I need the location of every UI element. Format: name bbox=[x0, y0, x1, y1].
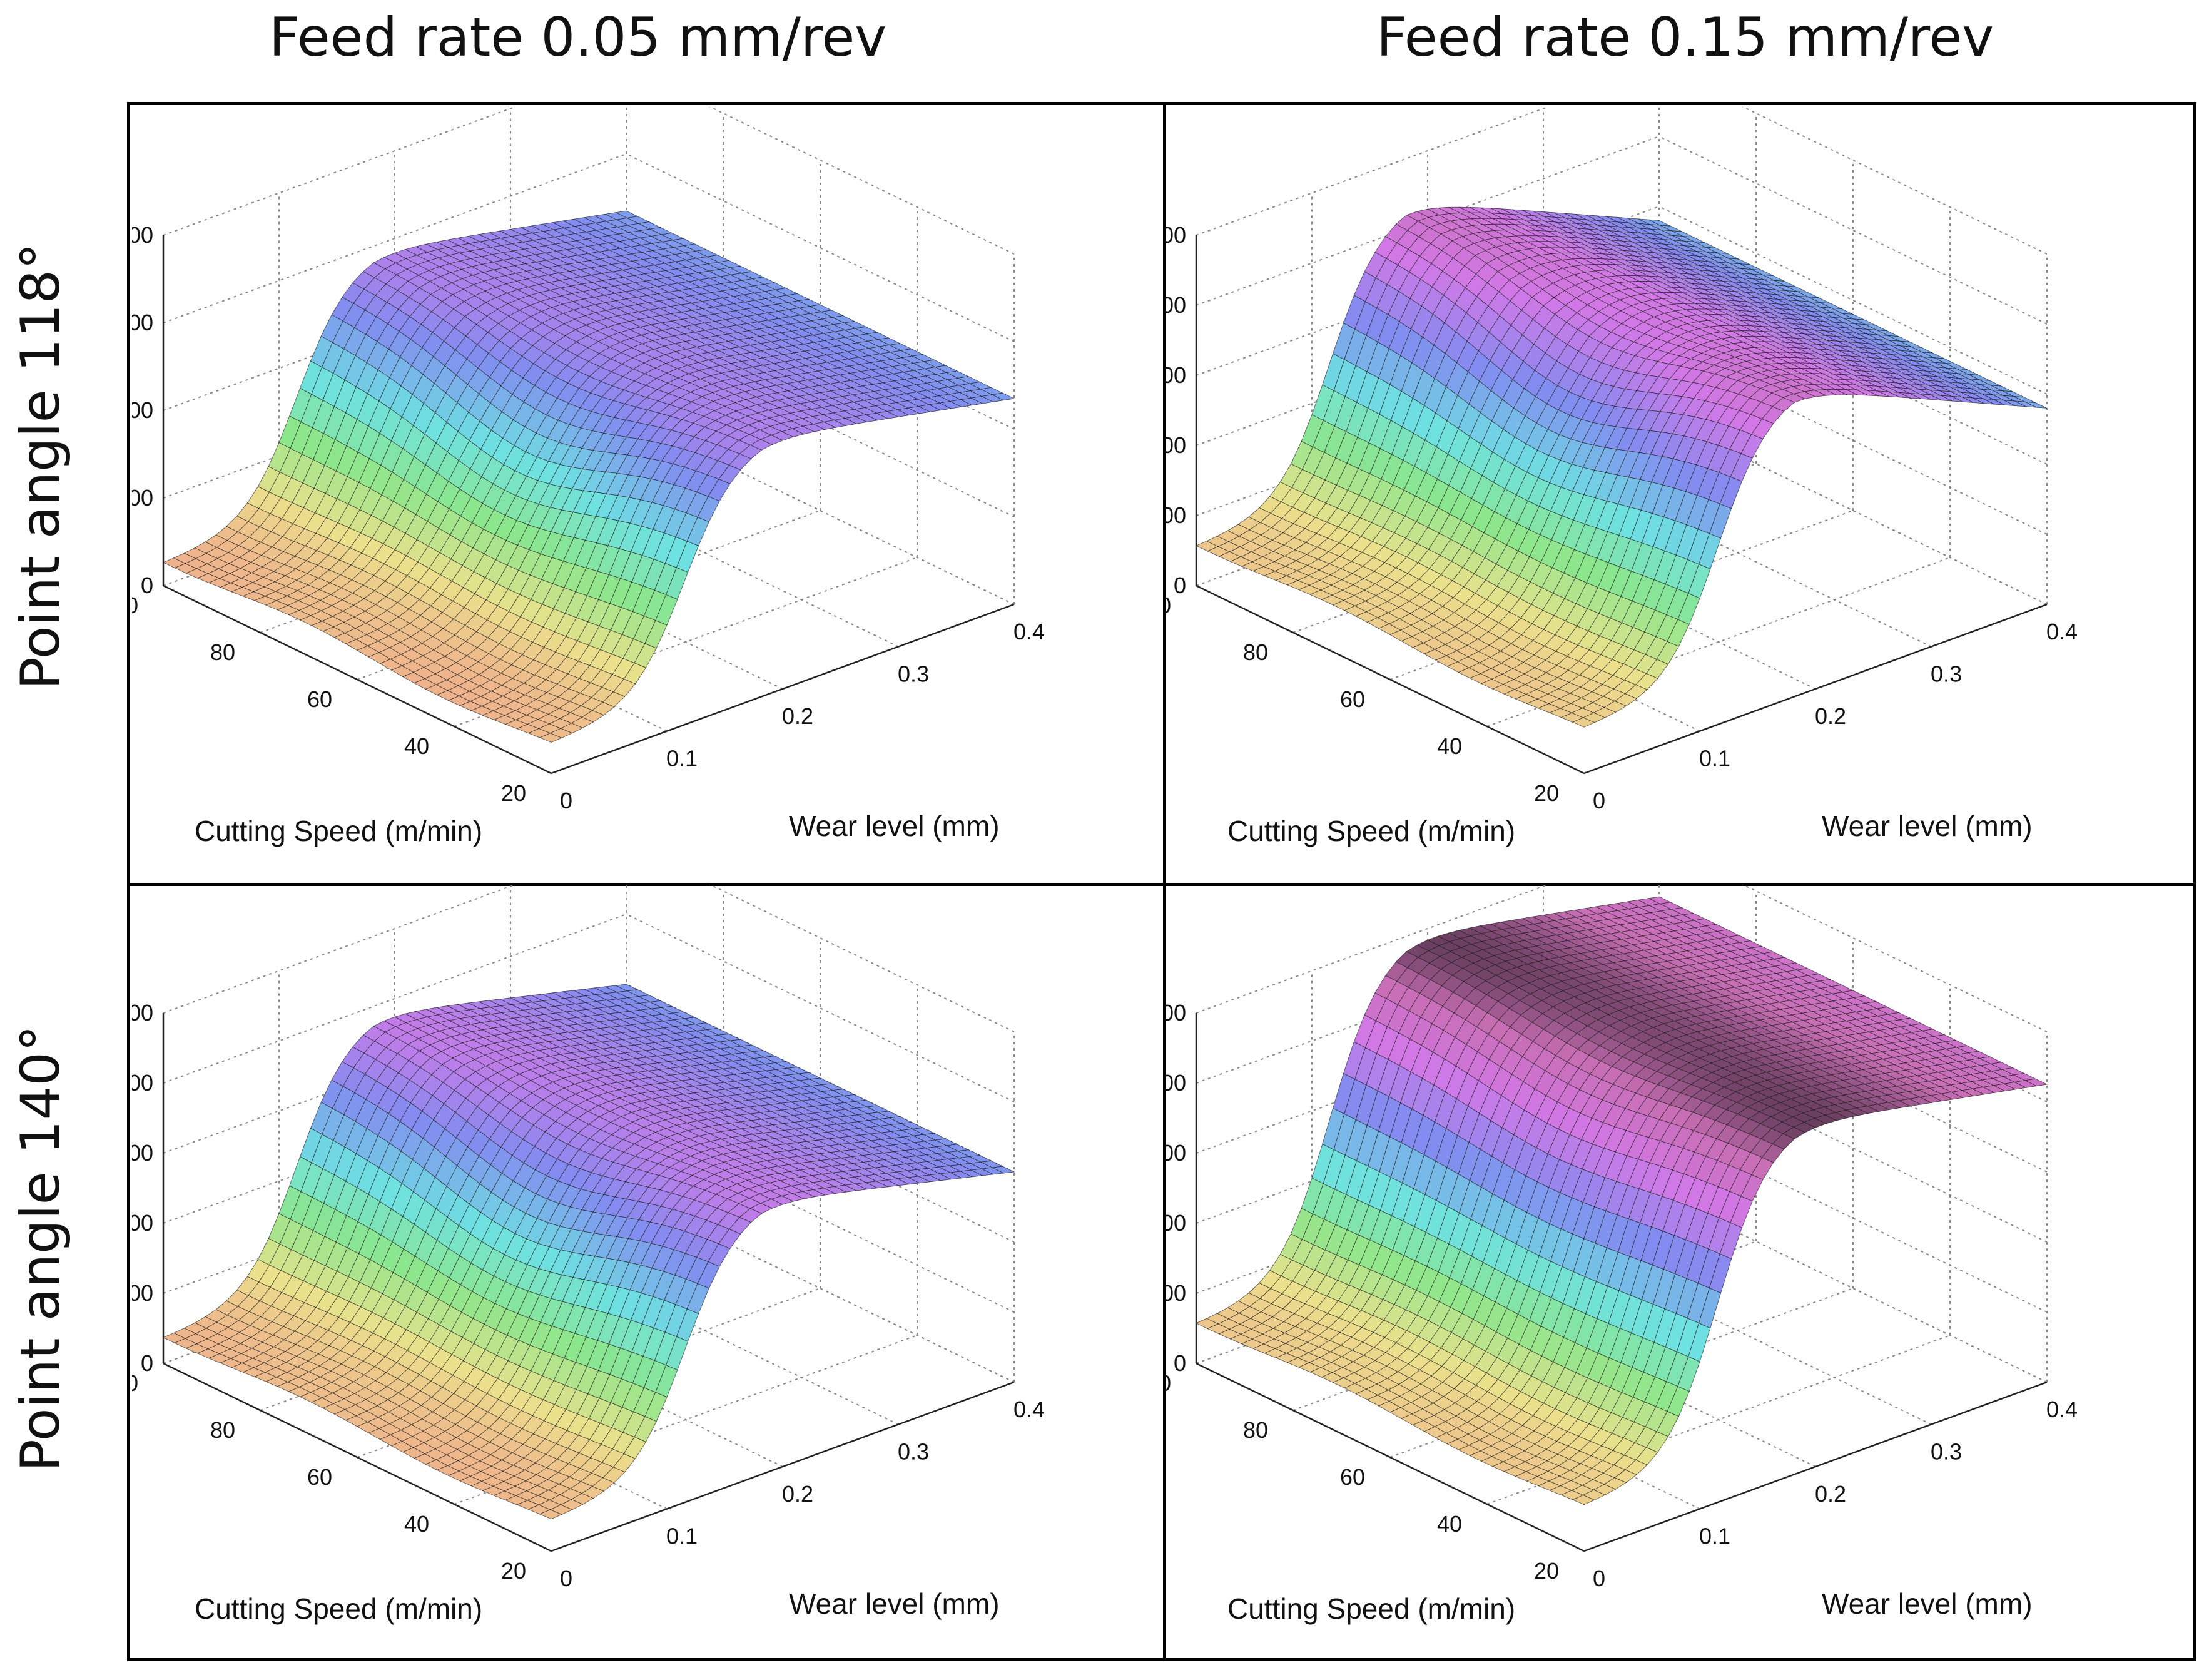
gridline bbox=[1742, 107, 2048, 255]
z-tick-label: 800 bbox=[1165, 292, 1186, 318]
tick-labels: 02004006008002040608010000.10.20.30.4 bbox=[132, 222, 1045, 813]
y-tick-label: 20 bbox=[1534, 780, 1559, 806]
z-tick-label: 1000 bbox=[132, 1000, 153, 1026]
x-tick-label: 0.2 bbox=[782, 1481, 813, 1507]
gridline bbox=[163, 885, 517, 1014]
x-axis-label: Wear level (mm) bbox=[789, 1587, 1000, 1620]
gridline bbox=[163, 107, 517, 236]
surface-mesh bbox=[163, 984, 1015, 1520]
y-axis-line bbox=[1196, 1362, 1585, 1552]
surface-mesh bbox=[1196, 896, 2048, 1505]
x-tick-label: 0.1 bbox=[666, 746, 698, 771]
x-tick-label: 0.3 bbox=[1931, 661, 1962, 687]
y-tick-label: 60 bbox=[307, 686, 332, 712]
x-tick-label: 0.1 bbox=[1699, 746, 1730, 771]
y-tick-label: 40 bbox=[404, 733, 429, 759]
x-axis-line bbox=[1583, 1381, 2048, 1552]
y-tick-label: 60 bbox=[1340, 686, 1365, 712]
surface-panel-118-feed-0-15: 020040060080010002040608010000.10.20.30.… bbox=[1165, 107, 2197, 883]
tick-labels: 020040060080010002040608010000.10.20.30.… bbox=[132, 1000, 1045, 1591]
x-axis-line bbox=[1583, 603, 2048, 775]
z-tick-label: 600 bbox=[132, 310, 153, 335]
x-axis-line bbox=[551, 603, 1015, 775]
x-tick-label: 0.3 bbox=[898, 661, 929, 687]
x-axis-label: Wear level (mm) bbox=[1822, 810, 2033, 842]
y-tick-label: 40 bbox=[1437, 733, 1462, 759]
surface-mesh bbox=[163, 210, 1015, 743]
z-tick-label: 600 bbox=[1165, 362, 1186, 388]
y-axis-label: Cutting Speed (m/min) bbox=[195, 815, 482, 847]
surface-patch bbox=[1572, 717, 1595, 728]
column-title-feed-0-15: Feed rate 0.15 mm/rev bbox=[1376, 6, 1994, 69]
z-tick-label: 1000 bbox=[1165, 222, 1186, 248]
gridline bbox=[709, 107, 1015, 255]
z-tick-label: 400 bbox=[132, 1210, 153, 1236]
y-tick-label: 80 bbox=[210, 1417, 235, 1443]
surface-panel-118-feed-0-05: 02004006008002040608010000.10.20.30.4Cut… bbox=[132, 107, 1164, 883]
gridline bbox=[1196, 107, 1550, 236]
surface-plot-0: 02004006008002040608010000.10.20.30.4Cut… bbox=[132, 107, 1045, 847]
surface-plot-2: 020040060080010002040608010000.10.20.30.… bbox=[132, 885, 1045, 1625]
surface-patch bbox=[539, 733, 562, 743]
z-tick-label: 600 bbox=[132, 1140, 153, 1166]
tick-labels: 020040060080010002040608010000.10.20.30.… bbox=[1165, 222, 2078, 813]
gridline bbox=[163, 914, 627, 1084]
surface-panel-140-feed-0-15: 020040060080010002040608010000.10.20.30.… bbox=[1165, 885, 2197, 1661]
z-tick-label: 400 bbox=[1165, 432, 1186, 458]
surface-plot-1: 020040060080010002040608010000.10.20.30.… bbox=[1165, 107, 2078, 847]
y-tick-label: 80 bbox=[210, 639, 235, 665]
x-tick-label: 0 bbox=[560, 788, 572, 813]
figure-grid: 02004006008002040608010000.10.20.30.4Cut… bbox=[127, 102, 2196, 1661]
y-tick-label: 100 bbox=[1165, 593, 1171, 618]
gridline bbox=[1658, 136, 2048, 325]
x-axis-line bbox=[551, 1381, 1015, 1552]
y-axis-line bbox=[1196, 584, 1585, 775]
y-tick-label: 100 bbox=[132, 1370, 138, 1396]
gridline bbox=[626, 914, 1015, 1102]
gridline bbox=[709, 885, 1015, 1032]
gridline bbox=[1658, 206, 2048, 395]
z-tick-label: 0 bbox=[1174, 573, 1186, 598]
gridline bbox=[163, 153, 627, 323]
y-axis-line bbox=[163, 1362, 552, 1552]
x-tick-label: 0.1 bbox=[666, 1524, 698, 1549]
row-title-point-angle-140: Point angle 140° bbox=[9, 1025, 72, 1472]
row-title-point-angle-118: Point angle 118° bbox=[9, 243, 72, 690]
y-tick-label: 80 bbox=[1243, 639, 1268, 665]
x-axis-label: Wear level (mm) bbox=[789, 810, 1000, 842]
column-title-feed-0-05: Feed rate 0.05 mm/rev bbox=[269, 6, 887, 69]
z-tick-label: 200 bbox=[132, 1280, 153, 1306]
z-tick-label: 0 bbox=[141, 1350, 153, 1376]
y-tick-label: 20 bbox=[501, 1558, 526, 1584]
surface-patch bbox=[539, 1509, 562, 1520]
z-tick-label: 200 bbox=[1165, 502, 1186, 528]
z-tick-label: 400 bbox=[132, 397, 153, 423]
surface-mesh bbox=[1196, 206, 2048, 728]
y-tick-label: 60 bbox=[307, 1464, 332, 1490]
x-tick-label: 0.4 bbox=[1013, 619, 1045, 644]
x-tick-label: 0 bbox=[1593, 788, 1605, 813]
y-axis-line bbox=[163, 584, 552, 775]
x-tick-label: 0 bbox=[560, 1565, 572, 1591]
y-axis-label: Cutting Speed (m/min) bbox=[195, 1592, 482, 1625]
surface-plot-3: 020040060080010002040608010000.10.20.30.… bbox=[1165, 885, 2078, 1625]
x-tick-label: 0.4 bbox=[1013, 1397, 1045, 1422]
panel-divider-vertical bbox=[1163, 105, 1166, 1658]
panel-divider-horizontal bbox=[130, 883, 2193, 886]
x-tick-label: 0.3 bbox=[898, 1439, 929, 1465]
y-tick-label: 20 bbox=[501, 780, 526, 806]
z-tick-label: 200 bbox=[132, 485, 153, 511]
z-tick-label: 800 bbox=[132, 1070, 153, 1096]
x-tick-label: 0.2 bbox=[1815, 703, 1846, 729]
z-tick-label: 800 bbox=[132, 222, 153, 248]
x-tick-label: 0.2 bbox=[782, 703, 813, 729]
z-tick-label: 0 bbox=[141, 573, 153, 598]
x-tick-label: 0.4 bbox=[2046, 619, 2078, 644]
y-axis-label: Cutting Speed (m/min) bbox=[1227, 815, 1515, 847]
y-tick-label: 40 bbox=[404, 1511, 429, 1537]
gridline bbox=[1196, 885, 1550, 1014]
y-tick-label: 100 bbox=[132, 593, 138, 618]
gridline bbox=[626, 153, 1015, 342]
surface-panel-140-feed-0-05: 020040060080010002040608010000.10.20.30.… bbox=[132, 885, 1164, 1661]
